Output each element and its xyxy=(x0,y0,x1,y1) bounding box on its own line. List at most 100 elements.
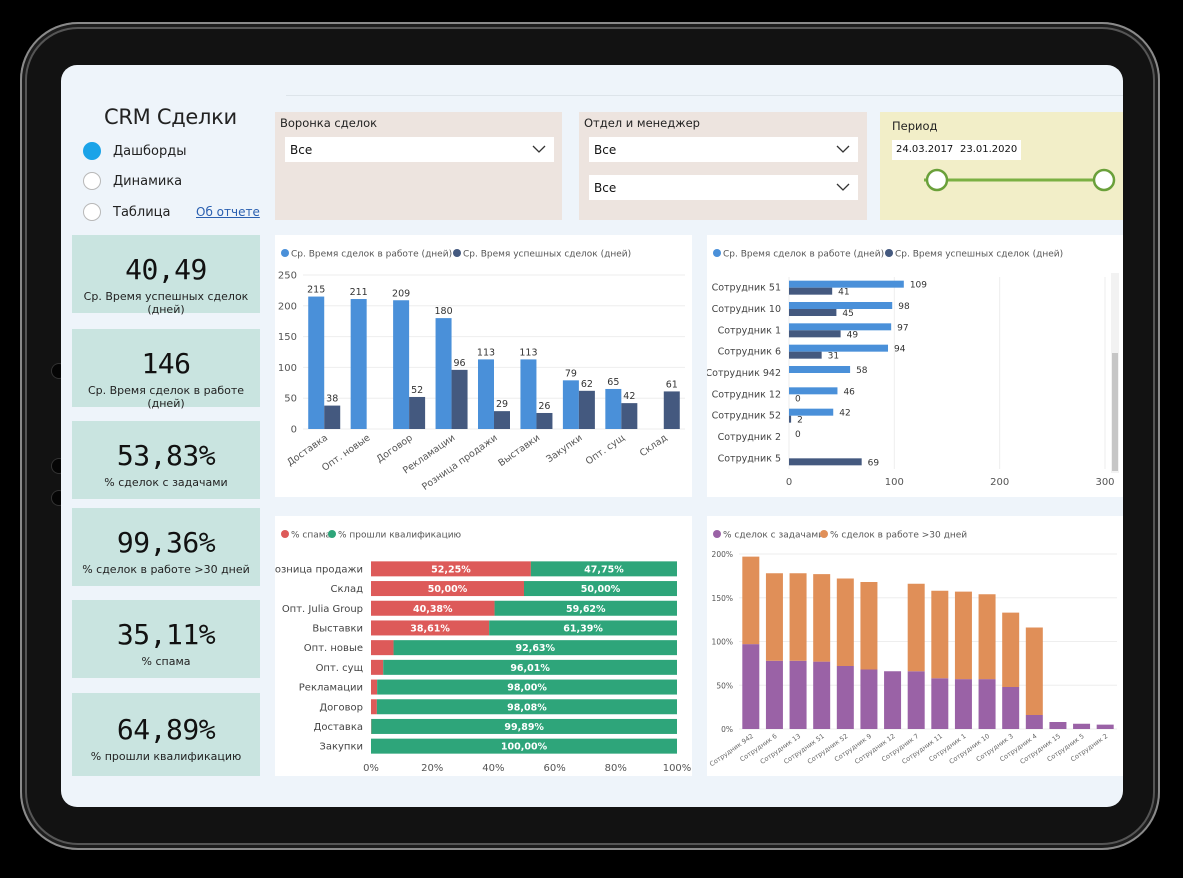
x-tick-label: 0% xyxy=(363,763,379,774)
dropdown-value: Все xyxy=(290,143,313,157)
bar xyxy=(324,405,341,429)
bar xyxy=(765,573,783,661)
bar xyxy=(813,574,831,662)
data-label: 42 xyxy=(839,409,850,419)
bar xyxy=(789,458,862,466)
legend-label: Ср. Время успешных сделок (дней) xyxy=(463,250,631,260)
kpi-label: % прошли квалификацию xyxy=(90,750,242,763)
bar xyxy=(621,403,638,429)
nav-item-table[interactable]: Таблица xyxy=(83,203,171,221)
legend-label: % сделок с задачами xyxy=(723,531,824,541)
y-tick-label: Доставка xyxy=(314,722,363,733)
y-tick-label: 0 xyxy=(291,425,297,436)
data-label: 26 xyxy=(538,401,550,412)
legend-marker xyxy=(453,249,461,257)
bar xyxy=(524,581,677,597)
department-dropdown[interactable]: Все xyxy=(589,137,858,162)
y-tick-label: Сотрудник 10 xyxy=(712,304,781,315)
bar xyxy=(308,296,325,429)
bar xyxy=(742,556,760,645)
bar xyxy=(494,411,510,429)
y-tick-label: Опт. Julia Group xyxy=(282,604,363,615)
bar xyxy=(789,351,822,359)
bar xyxy=(371,640,394,656)
nav-item-dynamics[interactable]: Динамика xyxy=(83,172,182,190)
bar xyxy=(742,644,760,729)
y-tick-label: Розница продажи xyxy=(275,564,363,575)
y-tick-label: Сотрудник 1 xyxy=(718,325,781,336)
kpi-card: 99,36% % сделок в работе >30 дней xyxy=(72,508,260,586)
y-tick-label: Сотрудник 2 xyxy=(718,432,781,443)
data-label: 46 xyxy=(843,387,855,397)
manager-dropdown[interactable]: Все xyxy=(589,175,858,200)
radio-icon[interactable] xyxy=(83,172,101,190)
bar xyxy=(1025,715,1043,729)
funnel-filter: Воронка сделок Все xyxy=(275,112,562,220)
y-tick-label: Сотрудник 6 xyxy=(718,347,781,358)
chart-manager-time: Ср. Время сделок в работе (дней) Ср. Врем… xyxy=(706,235,1123,497)
bar xyxy=(1025,627,1043,715)
data-label: 209 xyxy=(392,288,410,299)
legend-label: % сделок в работе >30 дней xyxy=(830,531,967,541)
radio-icon[interactable] xyxy=(83,203,101,221)
spam-qualification-chart: % спама % прошли квалификацию 0% 20% 40% 60% 8… xyxy=(269,530,691,774)
nav-item-dashboards[interactable]: Дашборды xyxy=(83,142,187,160)
y-tick-label: Опт. новые xyxy=(304,643,363,654)
legend-label: Ср. Время сделок в работе (дней) xyxy=(723,250,884,260)
end-date-input[interactable]: 23.01.2020 xyxy=(956,140,1022,160)
bar xyxy=(371,659,384,675)
data-label: 109 xyxy=(910,281,927,291)
bar xyxy=(789,366,851,373)
period-filter: Период 24.03.2017 23.01.2020 xyxy=(880,112,1123,220)
x-tick-label: Опт. сущ xyxy=(584,432,627,467)
legend-marker xyxy=(885,249,893,257)
bar xyxy=(371,699,377,715)
data-label: 52 xyxy=(411,385,423,396)
x-tick-label: 40% xyxy=(482,763,504,774)
radio-selected-icon[interactable] xyxy=(83,142,101,160)
data-label: 59,62% xyxy=(566,604,606,615)
kpi-value: 40,49 xyxy=(125,253,207,286)
bar xyxy=(371,679,378,695)
bar xyxy=(371,738,677,754)
funnel-time-bar-chart: Ср. Время сделок в работе (дней) Ср. Врем… xyxy=(278,249,685,493)
tasks-overdue-chart: % сделок с задачами % сделок в работе >30… xyxy=(708,530,1117,768)
bar xyxy=(350,299,367,429)
data-label: 0 xyxy=(795,394,801,404)
bar xyxy=(578,390,595,429)
data-label: 65 xyxy=(607,377,619,388)
bar xyxy=(371,600,495,616)
nav-item-label: Дашборды xyxy=(113,143,187,159)
about-report-link[interactable]: Об отчете xyxy=(196,205,260,219)
y-tick-label: 250 xyxy=(278,271,297,282)
bar xyxy=(478,359,494,429)
dropdown-value: Все xyxy=(594,181,617,195)
data-label: 50,00% xyxy=(581,584,621,595)
x-tick-label: 80% xyxy=(605,763,627,774)
bar xyxy=(605,388,622,429)
bar xyxy=(1049,722,1067,729)
bar xyxy=(789,573,807,661)
slider-end-handle[interactable] xyxy=(1092,168,1116,192)
legend-label: % прошли квалификацию xyxy=(338,531,462,541)
data-label: 29 xyxy=(496,399,508,410)
slider-start-handle[interactable] xyxy=(925,168,949,192)
kpi-card: 35,11% % спама xyxy=(72,600,260,678)
nav-item-label: Динамика xyxy=(113,173,183,189)
bar xyxy=(978,679,996,729)
kpi-card: 53,83% % сделок с задачами xyxy=(72,421,260,499)
bar xyxy=(520,359,537,429)
date-range-slider[interactable] xyxy=(880,162,1123,202)
chart-funnel-time: Ср. Время сделок в работе (дней) Ср. Врем… xyxy=(275,235,692,497)
start-date-input[interactable]: 24.03.2017 xyxy=(892,140,958,160)
bar xyxy=(789,408,834,416)
kpi-card: 40,49 Ср. Время успешных сделок (дней) xyxy=(72,235,260,316)
data-label: 99,89% xyxy=(504,722,544,733)
y-tick-label: 200 xyxy=(278,301,297,312)
bar xyxy=(836,666,854,729)
data-label: 94 xyxy=(894,345,906,355)
funnel-dropdown[interactable]: Все xyxy=(285,137,554,162)
kpi-label: % сделок с задачами xyxy=(104,476,228,489)
y-tick-label: Сотрудник 51 xyxy=(712,283,781,294)
bar xyxy=(435,318,452,429)
